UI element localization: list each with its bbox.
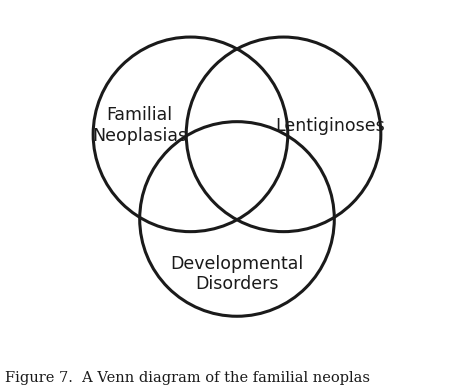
Text: Familial
Neoplasias: Familial Neoplasias [92,107,187,145]
Text: Developmental
Disorders: Developmental Disorders [170,254,304,293]
Text: Figure 7.  A Venn diagram of the familial neoplas: Figure 7. A Venn diagram of the familial… [5,371,370,385]
Text: Lentiginoses: Lentiginoses [275,117,385,135]
